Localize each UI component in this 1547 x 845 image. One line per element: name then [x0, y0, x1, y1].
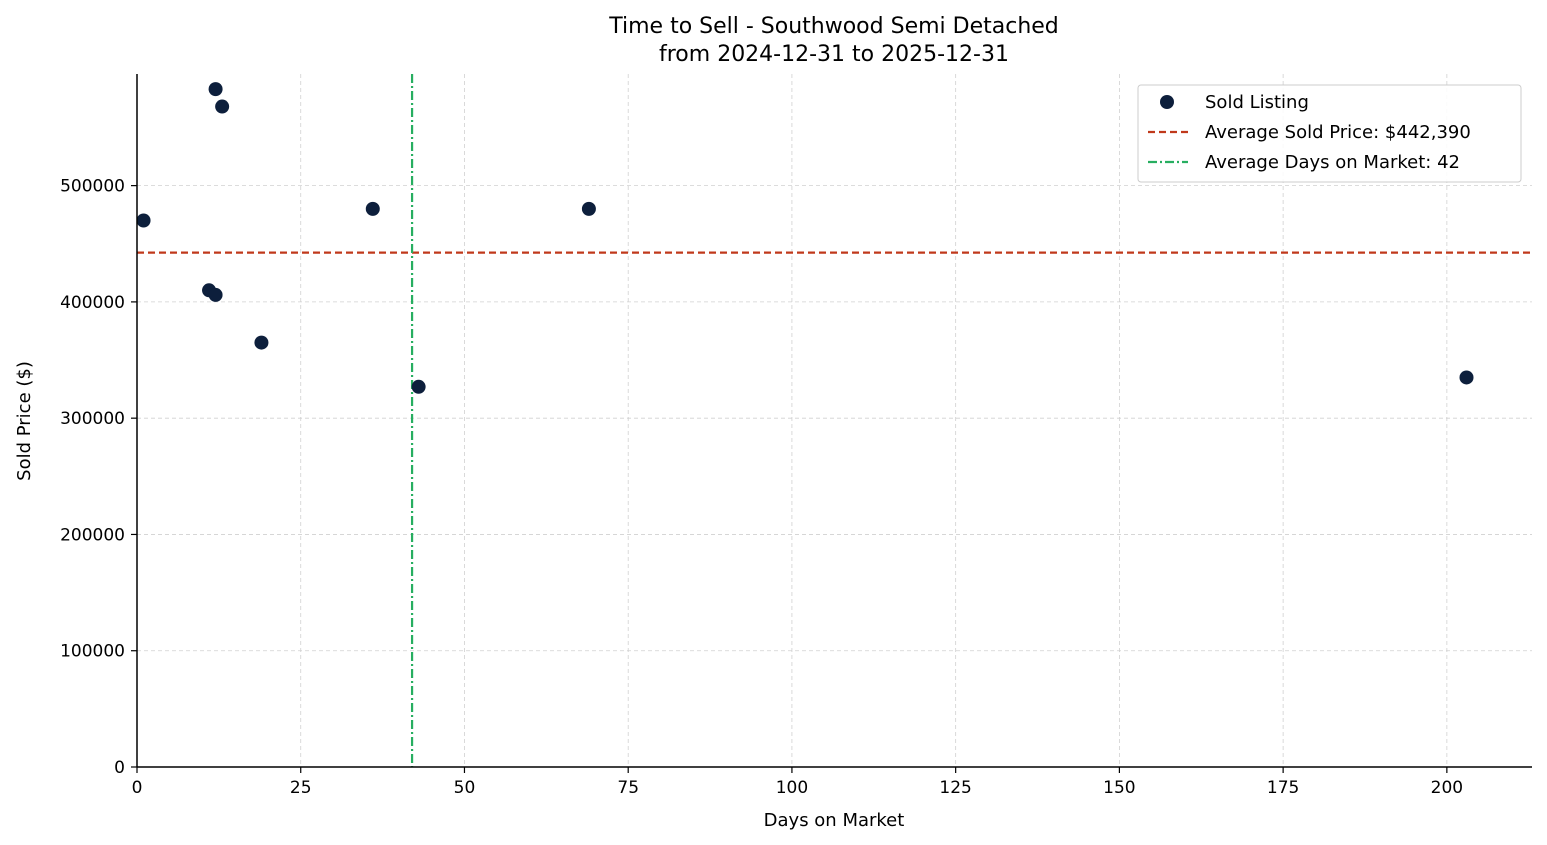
- y-tick-label-100000: 100000: [60, 642, 125, 662]
- legend-label-average-days: Average Days on Market: 42: [1205, 152, 1460, 173]
- y-tick-label-200000: 200000: [60, 525, 125, 545]
- x-tick-label-200: 200: [1431, 778, 1463, 798]
- chart-subtitle: from 2024-12-31 to 2025-12-31: [659, 42, 1009, 67]
- y-tick-label-500000: 500000: [60, 177, 125, 197]
- y-tick-label-400000: 400000: [60, 293, 125, 313]
- data-point-7: [365, 201, 380, 216]
- x-tick-label-75: 75: [617, 778, 639, 798]
- legend-label-sold-listing: Sold Listing: [1205, 92, 1309, 113]
- data-point-6: [254, 335, 269, 350]
- chart-title-line-1: Time to Sell - Southwood Semi Detached: [608, 14, 1059, 39]
- data-point-5: [215, 99, 230, 114]
- y-tick-label-0: 0: [114, 758, 125, 778]
- data-point-3: [208, 287, 223, 302]
- x-tick-label-150: 150: [1103, 778, 1135, 798]
- data-point-1: [136, 213, 151, 228]
- x-tick-label-100: 100: [776, 778, 808, 798]
- axes: [131, 74, 1532, 773]
- legend-label-average-price: Average Sold Price: $442,390: [1205, 122, 1471, 143]
- x-tick-label-125: 125: [939, 778, 971, 798]
- y-tick-label-300000: 300000: [60, 409, 125, 429]
- reference-lines: [137, 74, 1532, 767]
- grid-lines: [136, 74, 1532, 768]
- x-tick-label-175: 175: [1267, 778, 1299, 798]
- data-point-8: [411, 379, 426, 394]
- y-axis-label: Sold Price ($): [14, 361, 35, 481]
- legend-frame: [1137, 84, 1522, 183]
- x-tick-label-0: 0: [132, 778, 143, 798]
- data-point-9: [581, 201, 596, 216]
- data-point-4: [208, 82, 223, 97]
- y-tick-labels: 0 100000 200000 300000 400000 500000: [60, 177, 125, 778]
- chart-title: Time to Sell - Southwood Semi Detached f…: [608, 14, 1059, 67]
- legend-marker-sold-listing: [1160, 95, 1174, 109]
- data-point-10: [1459, 370, 1474, 385]
- x-tick-labels: 0 25 50 75 100 125 150 175 200: [132, 778, 1463, 798]
- x-tick-label-25: 25: [290, 778, 312, 798]
- x-axis-label: Days on Market: [764, 810, 905, 831]
- legend: Sold Listing Average Sold Price: $442,39…: [1137, 84, 1522, 183]
- data-points: [136, 82, 1474, 394]
- x-tick-label-50: 50: [454, 778, 476, 798]
